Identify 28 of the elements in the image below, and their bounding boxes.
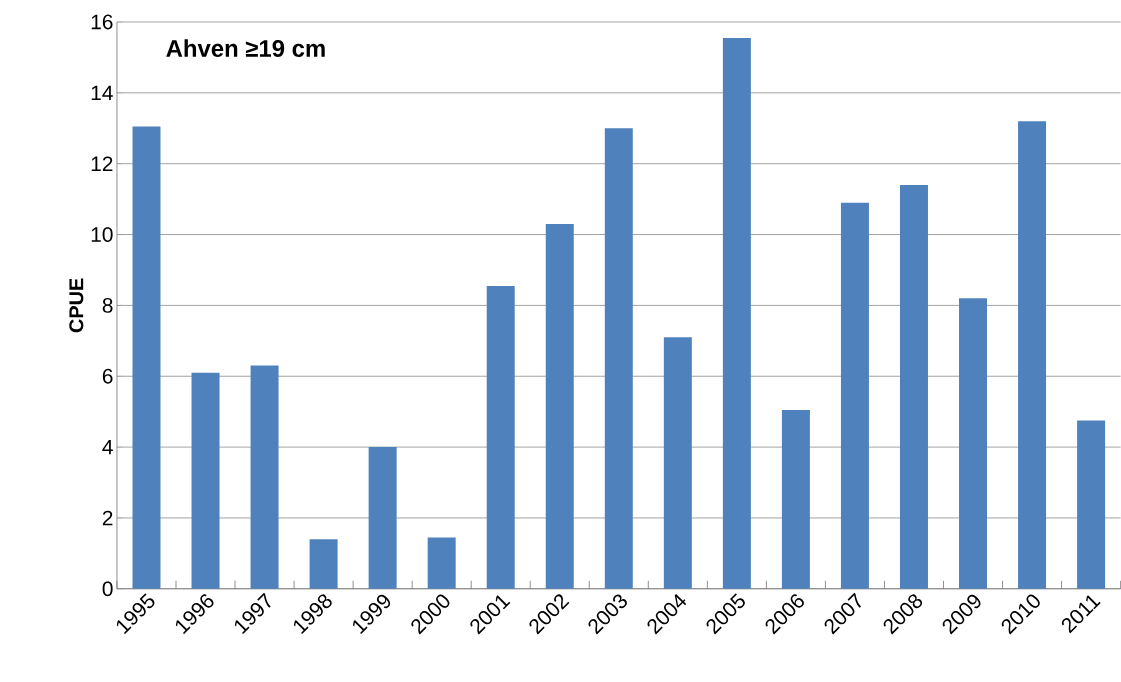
bar <box>722 38 751 589</box>
bar <box>250 365 279 589</box>
bar <box>368 447 397 589</box>
bar <box>663 337 692 589</box>
bar <box>959 298 988 589</box>
bar <box>781 410 810 589</box>
bar <box>427 537 456 589</box>
bar <box>604 128 633 589</box>
bar <box>309 539 338 589</box>
y-tick-label: 6 <box>102 368 113 384</box>
bar <box>132 126 161 589</box>
y-tick-label: 12 <box>91 156 113 172</box>
y-tick-label: 14 <box>91 85 113 101</box>
bar <box>545 224 574 589</box>
y-tick-label: 8 <box>102 298 113 313</box>
bar <box>1018 121 1047 589</box>
y-tick-label: 4 <box>102 440 113 455</box>
y-axis-title: CPUE <box>69 278 84 333</box>
y-tick-label: 10 <box>91 227 113 243</box>
bar <box>899 185 928 589</box>
y-tick-label: 0 <box>102 581 113 597</box>
bar <box>840 202 869 589</box>
bar <box>1077 420 1106 589</box>
y-tick-label: 16 <box>91 14 113 30</box>
bar <box>191 372 220 589</box>
bar <box>486 286 515 589</box>
text: Ahven ≥19 cm <box>166 39 325 58</box>
y-tick-label: 2 <box>102 510 113 526</box>
